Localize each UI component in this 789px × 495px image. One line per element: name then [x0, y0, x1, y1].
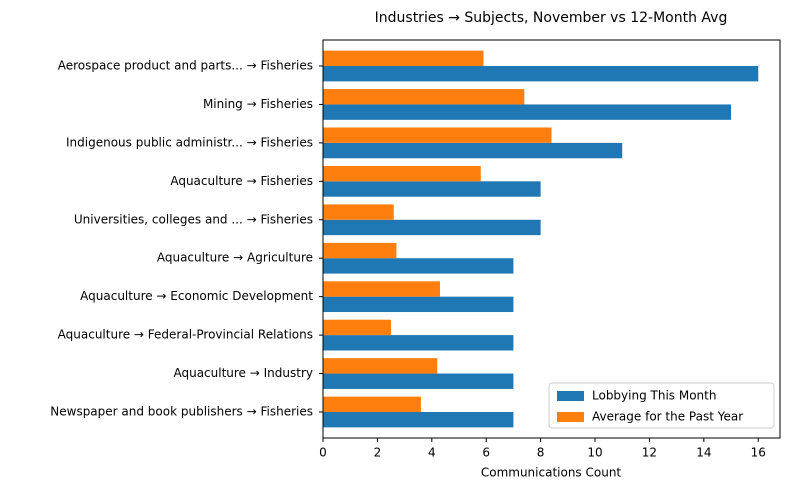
y-tick-label: Aerospace product and parts... → Fisheri…: [58, 59, 313, 73]
y-tick-label: Aquaculture → Federal-Provincial Relatio…: [58, 328, 313, 342]
y-tick-label: Mining → Fisheries: [203, 97, 313, 111]
plot-frame: [322, 39, 781, 439]
x-axis-label: Communications Count: [481, 466, 622, 480]
x-tick-label: 8: [537, 446, 545, 460]
y-tick-label: Aquaculture → Economic Development: [80, 289, 313, 303]
bar: [323, 219, 541, 236]
bar: [323, 142, 623, 159]
bar: [323, 204, 394, 220]
legend-swatch: [557, 391, 584, 401]
legend-swatch: [557, 412, 584, 422]
bar: [323, 396, 421, 412]
x-tick-label: 4: [428, 446, 436, 460]
bar: [323, 242, 397, 259]
bar: [323, 358, 438, 374]
x-tick-label: 2: [374, 446, 382, 460]
bar: [323, 104, 732, 120]
bar: [323, 412, 514, 428]
bar: [323, 50, 484, 66]
y-tick-label: Aquaculture → Fisheries: [170, 174, 313, 188]
bar: [323, 89, 525, 105]
bar: [323, 296, 514, 313]
chart-title: Industries → Subjects, November vs 12-Mo…: [375, 10, 728, 26]
x-tick-label: 0: [319, 446, 327, 460]
bar: [323, 319, 392, 336]
bar: [323, 281, 440, 297]
x-tick-label: 10: [587, 446, 602, 460]
y-tick-label: Aquaculture → Agriculture: [157, 251, 313, 265]
y-tick-label: Newspaper and book publishers → Fisherie…: [50, 405, 313, 419]
bar: [323, 181, 541, 197]
legend-label: Lobbying This Month: [592, 389, 716, 403]
x-tick-label: 16: [751, 446, 766, 460]
legend-box: [548, 382, 775, 429]
x-tick-label: 6: [482, 446, 490, 460]
bar: [323, 165, 481, 182]
y-tick-label: Universities, colleges and ... → Fisheri…: [74, 212, 313, 226]
bar: [323, 335, 514, 351]
y-tick-label: Aquaculture → Industry: [173, 366, 313, 380]
y-tick-label: Indigenous public administr... → Fisheri…: [66, 135, 313, 149]
x-tick-label: 12: [642, 446, 657, 460]
bar: [323, 373, 514, 389]
bar: [323, 66, 759, 82]
x-tick-label: 14: [696, 446, 711, 460]
bar: [323, 127, 552, 143]
legend-label: Average for the Past Year: [592, 410, 743, 424]
bar: [323, 258, 514, 274]
